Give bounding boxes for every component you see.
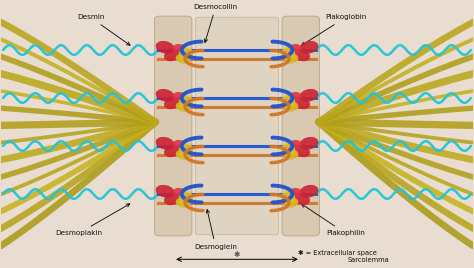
Ellipse shape [179, 47, 193, 60]
Ellipse shape [155, 137, 175, 150]
Text: Desmocollin: Desmocollin [194, 4, 238, 42]
Ellipse shape [173, 188, 186, 199]
Ellipse shape [179, 95, 193, 108]
Ellipse shape [284, 198, 298, 208]
Ellipse shape [281, 47, 295, 60]
FancyBboxPatch shape [195, 17, 279, 235]
Text: ✱: ✱ [234, 250, 240, 259]
Text: Desmoglein: Desmoglein [194, 210, 237, 250]
Ellipse shape [288, 44, 301, 54]
Ellipse shape [155, 41, 175, 54]
Text: Desmoplakin: Desmoplakin [55, 204, 130, 236]
Ellipse shape [179, 143, 193, 156]
Ellipse shape [164, 98, 180, 109]
Ellipse shape [164, 193, 180, 205]
Text: Desmin: Desmin [77, 14, 130, 45]
Ellipse shape [176, 198, 190, 208]
Ellipse shape [176, 102, 190, 112]
Ellipse shape [176, 150, 190, 160]
Ellipse shape [281, 95, 295, 108]
Ellipse shape [294, 50, 310, 61]
Ellipse shape [299, 185, 319, 198]
Ellipse shape [179, 191, 193, 204]
Ellipse shape [155, 185, 175, 198]
Ellipse shape [173, 44, 186, 54]
Ellipse shape [176, 54, 190, 64]
FancyBboxPatch shape [282, 16, 319, 236]
Ellipse shape [288, 92, 301, 102]
Ellipse shape [288, 140, 301, 151]
Ellipse shape [284, 102, 298, 112]
Ellipse shape [284, 150, 298, 160]
Ellipse shape [281, 191, 295, 204]
Ellipse shape [299, 41, 319, 54]
Ellipse shape [281, 143, 295, 156]
Text: Plakoglobin: Plakoglobin [301, 14, 366, 45]
Text: Sarcolemma: Sarcolemma [348, 257, 390, 263]
Ellipse shape [164, 146, 180, 157]
Ellipse shape [294, 146, 310, 157]
Text: ✱ = Extracellular space: ✱ = Extracellular space [299, 250, 377, 256]
FancyBboxPatch shape [155, 16, 192, 236]
Ellipse shape [155, 89, 175, 102]
Ellipse shape [284, 54, 298, 64]
Ellipse shape [299, 137, 319, 150]
Ellipse shape [164, 50, 180, 61]
Ellipse shape [294, 193, 310, 205]
Text: Plakophilin: Plakophilin [301, 204, 365, 236]
Ellipse shape [294, 98, 310, 109]
Ellipse shape [288, 188, 301, 199]
Ellipse shape [173, 92, 186, 102]
Ellipse shape [173, 140, 186, 151]
Ellipse shape [299, 89, 319, 102]
